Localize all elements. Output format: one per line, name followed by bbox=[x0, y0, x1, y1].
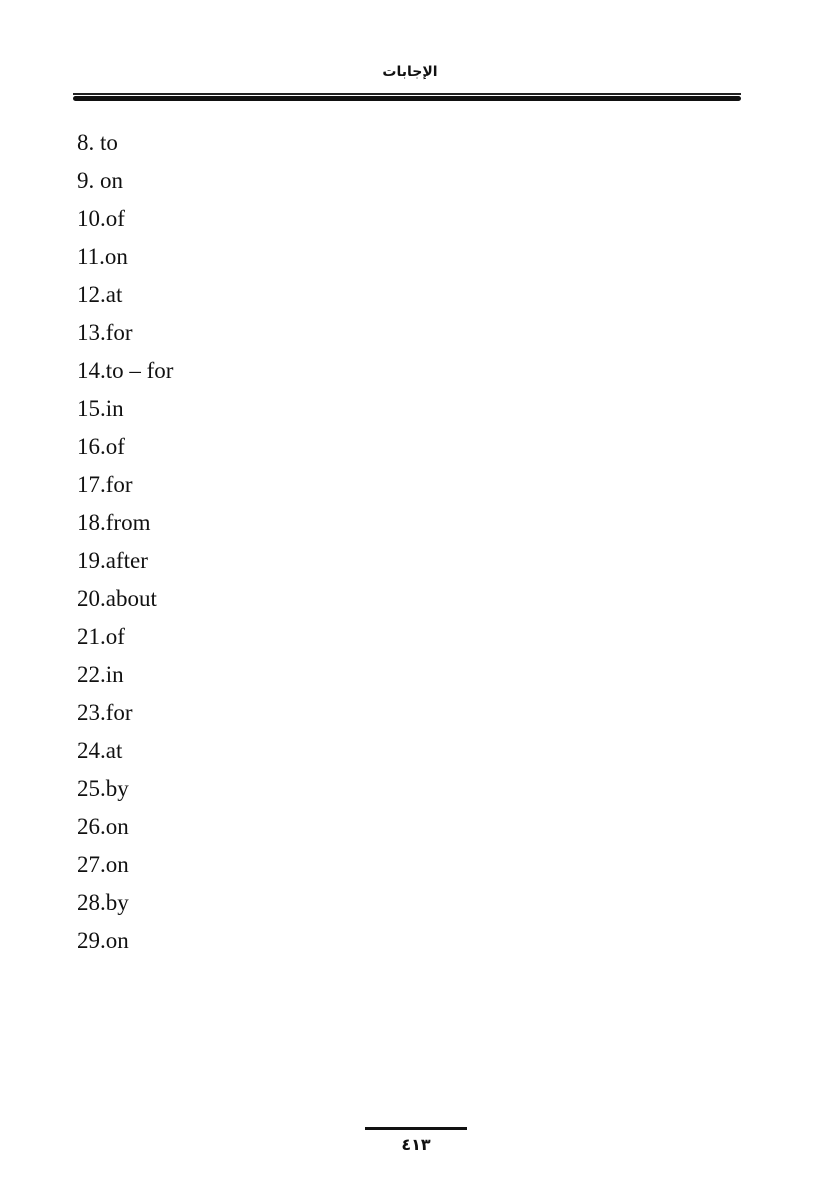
answer-item: 14.to – for bbox=[77, 358, 174, 383]
answer-item: 26.on bbox=[77, 814, 129, 839]
answer-item: 18.from bbox=[77, 510, 151, 535]
answer-item: 12.at bbox=[77, 282, 123, 307]
header-rule-thin bbox=[73, 93, 741, 95]
answer-item: 20.about bbox=[77, 586, 157, 611]
footer-rule bbox=[365, 1127, 467, 1130]
answer-item: 13.for bbox=[77, 320, 133, 345]
answer-item: 8. to bbox=[77, 130, 118, 155]
header-rule-thick bbox=[73, 96, 741, 101]
answer-item: 27.on bbox=[77, 852, 129, 877]
answer-item: 10.of bbox=[77, 206, 125, 231]
answer-list: 8. to 9. on 10.of 11.on 12.at 13.for 14.to – f… bbox=[77, 128, 173, 964]
page-number: ٤١٣ bbox=[401, 1135, 431, 1154]
answer-item: 19.after bbox=[77, 548, 148, 573]
answer-item: 11.on bbox=[77, 244, 128, 269]
answer-item: 23.for bbox=[77, 700, 133, 725]
answer-item: 24.at bbox=[77, 738, 123, 763]
answer-item: 17.for bbox=[77, 472, 133, 497]
answer-item: 16.of bbox=[77, 434, 125, 459]
answer-item: 9. on bbox=[77, 168, 123, 193]
answer-item: 21.of bbox=[77, 624, 125, 649]
answer-item: 29.on bbox=[77, 928, 129, 953]
running-header: الإجابات bbox=[382, 64, 438, 80]
answer-item: 15.in bbox=[77, 396, 124, 421]
answer-item: 28.by bbox=[77, 890, 129, 915]
answer-item: 25.by bbox=[77, 776, 129, 801]
answer-item: 22.in bbox=[77, 662, 124, 687]
